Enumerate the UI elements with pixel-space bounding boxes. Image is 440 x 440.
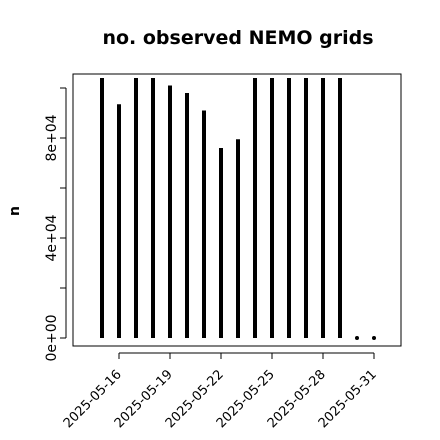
y-axis: 0e+00 4e+04 8e+04 — [44, 87, 67, 362]
x-axis: 2025-05-162025-05-192025-05-222025-05-25… — [61, 352, 380, 431]
y-tick-label: 4e+04 — [44, 214, 60, 261]
bars — [100, 78, 376, 340]
zero-point — [355, 336, 359, 340]
y-tick-label: 8e+04 — [44, 114, 60, 161]
y-axis-label: n — [7, 206, 23, 216]
chart-title: no. observed NEMO grids — [102, 27, 373, 49]
zero-point — [372, 336, 376, 340]
plot-frame — [72, 73, 402, 347]
y-tick-label: 0e+00 — [44, 314, 60, 361]
